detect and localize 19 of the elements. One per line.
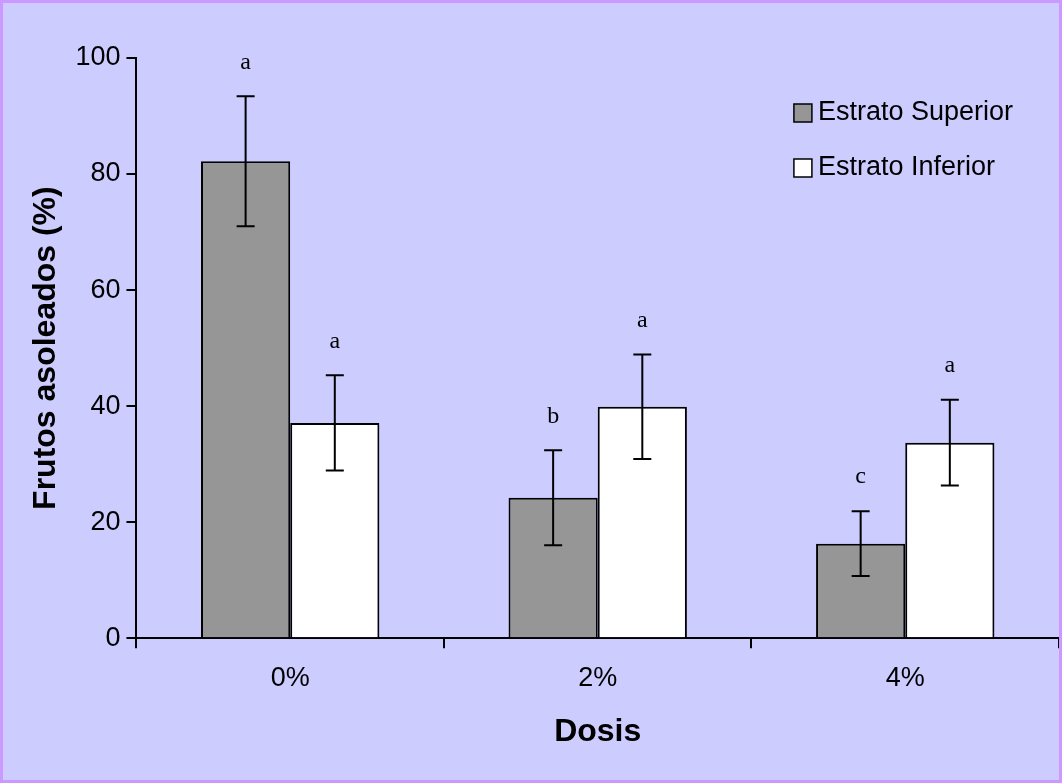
y-tick-label: 60 — [90, 273, 121, 304]
annotation: a — [636, 305, 648, 332]
y-tick-label: 80 — [90, 157, 121, 188]
y-tick-label: 40 — [90, 389, 121, 420]
legend-label: Estrato Inferior — [817, 151, 995, 182]
annotation: a — [329, 326, 341, 353]
annotation: c — [855, 462, 866, 489]
annotation: a — [240, 47, 252, 74]
x-tick-label: 2% — [578, 661, 618, 692]
x-tick-label: 4% — [885, 661, 925, 692]
y-tick-label: 20 — [90, 505, 121, 536]
annotation: b — [547, 401, 560, 428]
x-axis-title: Dosis — [554, 711, 642, 748]
legend-label: Estrato Superior — [817, 96, 1014, 127]
x-tick-label: 0% — [270, 661, 310, 692]
y-tick-label: 100 — [75, 41, 121, 72]
y-axis-title: Frutos asoleados (%) — [26, 186, 63, 510]
y-tick-label: 0 — [105, 621, 121, 652]
annotation: a — [944, 351, 956, 378]
